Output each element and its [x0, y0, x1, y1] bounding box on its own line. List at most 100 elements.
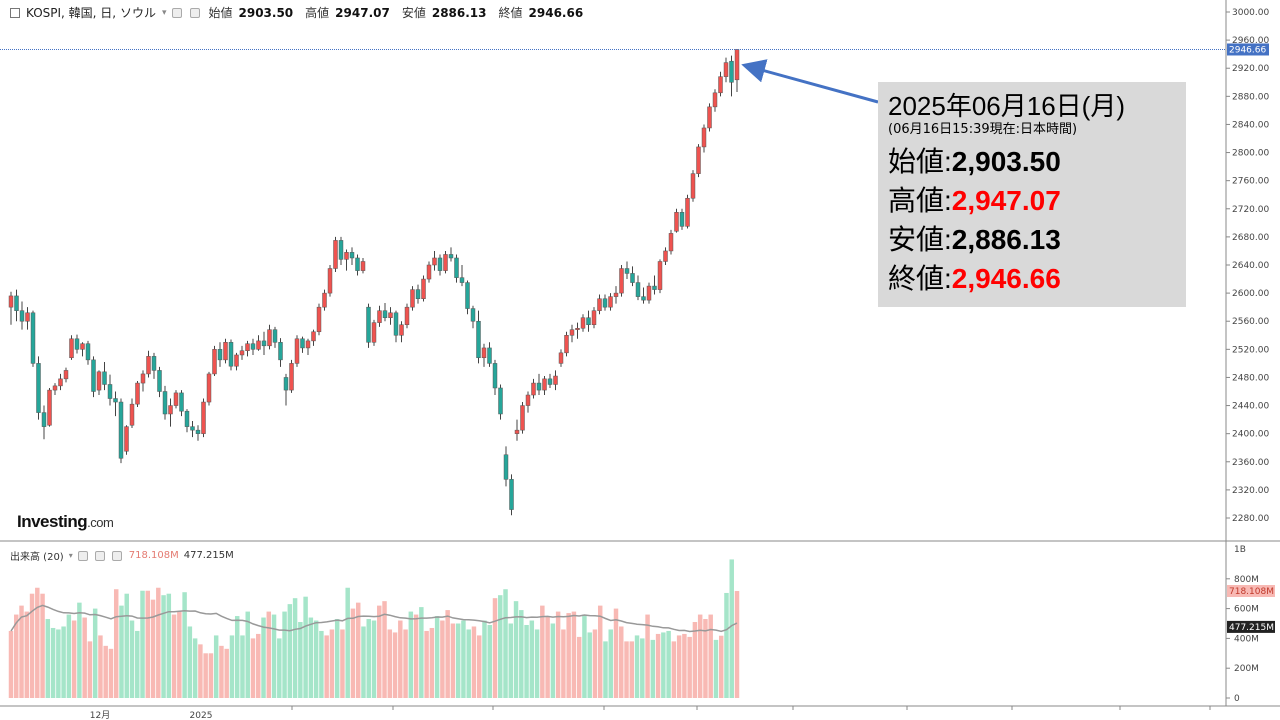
close-icon[interactable] — [111, 550, 122, 561]
volume-bar — [282, 611, 287, 698]
candle-body — [536, 382, 542, 391]
open-value: 2903.50 — [238, 5, 294, 20]
callout-high: 2,947.07 — [951, 185, 1061, 216]
collapse-icon[interactable] — [10, 7, 20, 18]
candle-body — [547, 378, 553, 385]
volume-bar — [98, 635, 103, 698]
callout-open-row: 始値:2,903.50 — [888, 146, 1061, 177]
candle-body — [91, 359, 96, 392]
candle-body — [360, 261, 366, 271]
candle-body — [426, 264, 432, 280]
volume-bar — [35, 587, 40, 698]
dropdown-icon[interactable]: ▾ — [68, 551, 73, 560]
volume-bar — [687, 636, 692, 698]
candle-body — [311, 331, 316, 342]
candle-body — [707, 106, 712, 129]
volume-bar — [640, 638, 645, 698]
volume-bar — [492, 598, 498, 698]
candle-body — [245, 343, 250, 351]
volume-bar — [608, 629, 613, 698]
volume-bar — [476, 635, 482, 698]
dropdown-icon[interactable]: ▾ — [161, 7, 167, 18]
candle-body — [184, 410, 190, 427]
volume-bar — [334, 619, 340, 698]
volume-value: 718.108M — [128, 550, 179, 561]
candle-body — [162, 391, 168, 415]
volume-bar — [613, 608, 619, 698]
volume-bar — [445, 610, 450, 698]
candle-body — [674, 212, 679, 232]
volume-bar — [529, 620, 535, 698]
candle-body — [696, 146, 701, 174]
y-tick-label: 2720.00 — [1232, 205, 1269, 215]
candle-body — [283, 377, 289, 391]
volume-bar — [161, 595, 166, 698]
volume-bar — [676, 635, 682, 698]
y-tick-label: 2560.00 — [1232, 317, 1269, 327]
volume-bar — [508, 623, 514, 698]
candle-body — [250, 343, 256, 350]
volume-bar — [313, 620, 319, 698]
volume-bar — [582, 614, 587, 698]
volume-bar — [387, 629, 393, 698]
candle-body — [597, 298, 602, 311]
y-tick-label: 2800.00 — [1232, 149, 1269, 159]
volume-bar — [555, 611, 561, 698]
volume-bar — [561, 629, 566, 698]
volume-tag-label: 718.108M — [1229, 587, 1274, 597]
volume-bar — [66, 614, 72, 698]
candle-body — [239, 350, 245, 356]
candle-body — [69, 338, 74, 359]
volume-bar — [124, 593, 129, 698]
y-tick-label: 2280.00 — [1232, 514, 1269, 524]
candle-body — [25, 312, 30, 322]
volume-bar — [224, 648, 229, 698]
candle-body — [113, 398, 118, 403]
eye-icon[interactable] — [77, 550, 88, 561]
y-tick-label: 2400.00 — [1232, 430, 1269, 440]
x-tick-label: 2025 — [190, 711, 213, 720]
volume-bar — [19, 605, 24, 698]
eye-icon[interactable] — [172, 7, 183, 18]
volume-bar — [250, 638, 256, 698]
candle-body — [514, 429, 520, 434]
candle-body — [355, 257, 360, 271]
volume-bar — [329, 629, 335, 698]
candle-body — [371, 322, 377, 343]
candle-body — [118, 401, 124, 459]
candle-body — [327, 268, 333, 294]
volume-bar — [419, 607, 424, 698]
volume-bar — [466, 629, 471, 698]
volume-bar — [187, 626, 193, 698]
volume-bar — [408, 611, 414, 698]
candle-body — [580, 317, 586, 329]
x-tick-label: 12月 — [90, 710, 110, 720]
volume-bar — [671, 641, 677, 698]
volume-bar — [371, 620, 377, 698]
volume-label[interactable]: 出来高 (20) — [10, 552, 64, 563]
candle-body — [531, 382, 536, 396]
volume-bar — [524, 624, 529, 698]
close-label: 終値 — [498, 6, 523, 20]
callout-low-row: 安値:2,886.13 — [888, 224, 1061, 255]
candle-body — [399, 324, 404, 336]
price-callout: 2025年06月16日(月) (06月16日15:39現在:日本時間) 始値:2… — [878, 82, 1186, 307]
candle-body — [234, 354, 239, 367]
volume-bar — [603, 641, 608, 698]
volume-bar — [440, 620, 445, 698]
candle-body — [344, 252, 349, 260]
volume-bar — [40, 593, 45, 698]
volume-bar — [434, 616, 440, 698]
y-tick-label: 2320.00 — [1232, 486, 1269, 496]
candle-body — [129, 403, 135, 426]
volume-bar — [398, 620, 403, 698]
y-tick-label: 2920.00 — [1232, 64, 1269, 74]
candle-body — [85, 343, 91, 361]
volume-bar — [45, 619, 51, 698]
settings-icon[interactable] — [190, 7, 201, 18]
settings-icon[interactable] — [94, 550, 105, 561]
symbol-label[interactable]: KOSPI, 韓国, 日, ソウル — [26, 6, 156, 20]
volume-bar — [540, 605, 545, 698]
volume-bar — [666, 630, 671, 698]
